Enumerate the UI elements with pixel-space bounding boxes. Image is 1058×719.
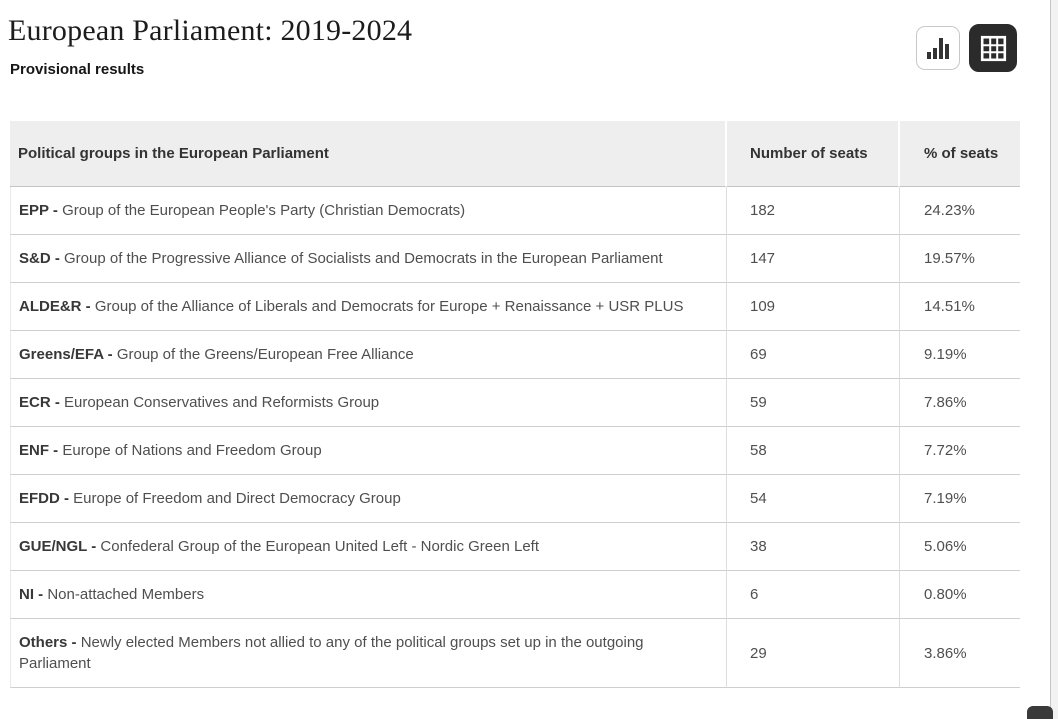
group-cell: Others - Newly elected Members not allie…	[10, 619, 727, 688]
table-row: GUE/NGL - Confederal Group of the Europe…	[10, 523, 1020, 571]
table-row: S&D - Group of the Progressive Alliance …	[10, 235, 1020, 283]
pct-cell: 7.19%	[900, 475, 1020, 523]
group-abbr: S&D -	[19, 250, 64, 267]
group-abbr: EFDD -	[19, 490, 74, 507]
chart-view-button[interactable]	[916, 26, 960, 70]
seats-cell: 38	[727, 523, 900, 571]
results-table: Political groups in the European Parliam…	[10, 121, 1020, 688]
seats-cell: 109	[727, 283, 900, 331]
group-abbr: ALDE&R -	[19, 298, 95, 315]
group-cell: ALDE&R - Group of the Alliance of Libera…	[10, 283, 727, 331]
group-abbr: ENF -	[19, 442, 63, 459]
vertical-scrollbar[interactable]	[1050, 0, 1058, 719]
table-row: NI - Non-attached Members 6 0.80%	[10, 571, 1020, 619]
column-header-groups: Political groups in the European Parliam…	[10, 121, 727, 187]
group-desc: Group of the European People's Party (Ch…	[62, 202, 466, 219]
group-cell: S&D - Group of the Progressive Alliance …	[10, 235, 727, 283]
pct-cell: 9.19%	[900, 331, 1020, 379]
seats-cell: 29	[727, 619, 900, 688]
table-row: ALDE&R - Group of the Alliance of Libera…	[10, 283, 1020, 331]
grid-table-icon	[980, 35, 1007, 62]
group-desc: Newly elected Members not allied to any …	[19, 634, 644, 672]
table-row: ENF - Europe of Nations and Freedom Grou…	[10, 427, 1020, 475]
group-desc: Europe of Freedom and Direct Democracy G…	[73, 490, 401, 507]
group-cell: ENF - Europe of Nations and Freedom Grou…	[10, 427, 727, 475]
group-desc: Confederal Group of the European United …	[100, 538, 539, 555]
group-desc: Group of the Alliance of Liberals and De…	[94, 298, 684, 315]
seats-cell: 6	[727, 571, 900, 619]
group-abbr: EPP -	[19, 202, 63, 219]
seats-cell: 147	[727, 235, 900, 283]
seats-cell: 58	[727, 427, 900, 475]
group-desc: Non-attached Members	[47, 586, 205, 603]
group-cell: EFDD - Europe of Freedom and Direct Demo…	[10, 475, 727, 523]
table-row: ECR - European Conservatives and Reformi…	[10, 379, 1020, 427]
group-cell: ECR - European Conservatives and Reformi…	[10, 379, 727, 427]
group-desc: Europe of Nations and Freedom Group	[62, 442, 322, 459]
group-abbr: Others -	[19, 634, 81, 651]
table-row: Others - Newly elected Members not allie…	[10, 619, 1020, 688]
pct-cell: 7.72%	[900, 427, 1020, 475]
column-header-pct: % of seats	[900, 121, 1020, 187]
table-view-button[interactable]	[969, 24, 1017, 72]
group-abbr: ECR -	[19, 394, 64, 411]
group-cell: NI - Non-attached Members	[10, 571, 727, 619]
group-cell: EPP - Group of the European People's Par…	[10, 187, 727, 235]
view-toggle	[916, 24, 1017, 72]
group-abbr: Greens/EFA -	[19, 346, 117, 363]
group-desc: Group of the Progressive Alliance of Soc…	[64, 250, 663, 267]
group-cell: Greens/EFA - Group of the Greens/Europea…	[10, 331, 727, 379]
pct-cell: 7.86%	[900, 379, 1020, 427]
header-row: Political groups in the European Parliam…	[10, 121, 1020, 187]
group-abbr: GUE/NGL -	[19, 538, 101, 555]
partially-visible-dark-button[interactable]	[1027, 706, 1053, 719]
pct-cell: 19.57%	[900, 235, 1020, 283]
table-row: Greens/EFA - Group of the Greens/Europea…	[10, 331, 1020, 379]
group-cell: GUE/NGL - Confederal Group of the Europe…	[10, 523, 727, 571]
group-desc: Group of the Greens/European Free Allian…	[116, 346, 414, 363]
group-desc: European Conservatives and Reformists Gr…	[64, 394, 380, 411]
table-header: Political groups in the European Parliam…	[10, 121, 1020, 187]
table-body: EPP - Group of the European People's Par…	[10, 187, 1020, 688]
pct-cell: 5.06%	[900, 523, 1020, 571]
pct-cell: 14.51%	[900, 283, 1020, 331]
seats-cell: 182	[727, 187, 900, 235]
page-subtitle: Provisional results	[10, 61, 145, 78]
pct-cell: 24.23%	[900, 187, 1020, 235]
seats-cell: 54	[727, 475, 900, 523]
bar-chart-icon	[925, 35, 951, 61]
seats-cell: 69	[727, 331, 900, 379]
table-row: EFDD - Europe of Freedom and Direct Demo…	[10, 475, 1020, 523]
pct-cell: 3.86%	[900, 619, 1020, 688]
column-header-seats: Number of seats	[727, 121, 900, 187]
seats-cell: 59	[727, 379, 900, 427]
table-row: EPP - Group of the European People's Par…	[10, 187, 1020, 235]
page-title: European Parliament: 2019-2024	[8, 14, 413, 47]
group-abbr: NI -	[19, 586, 48, 603]
pct-cell: 0.80%	[900, 571, 1020, 619]
